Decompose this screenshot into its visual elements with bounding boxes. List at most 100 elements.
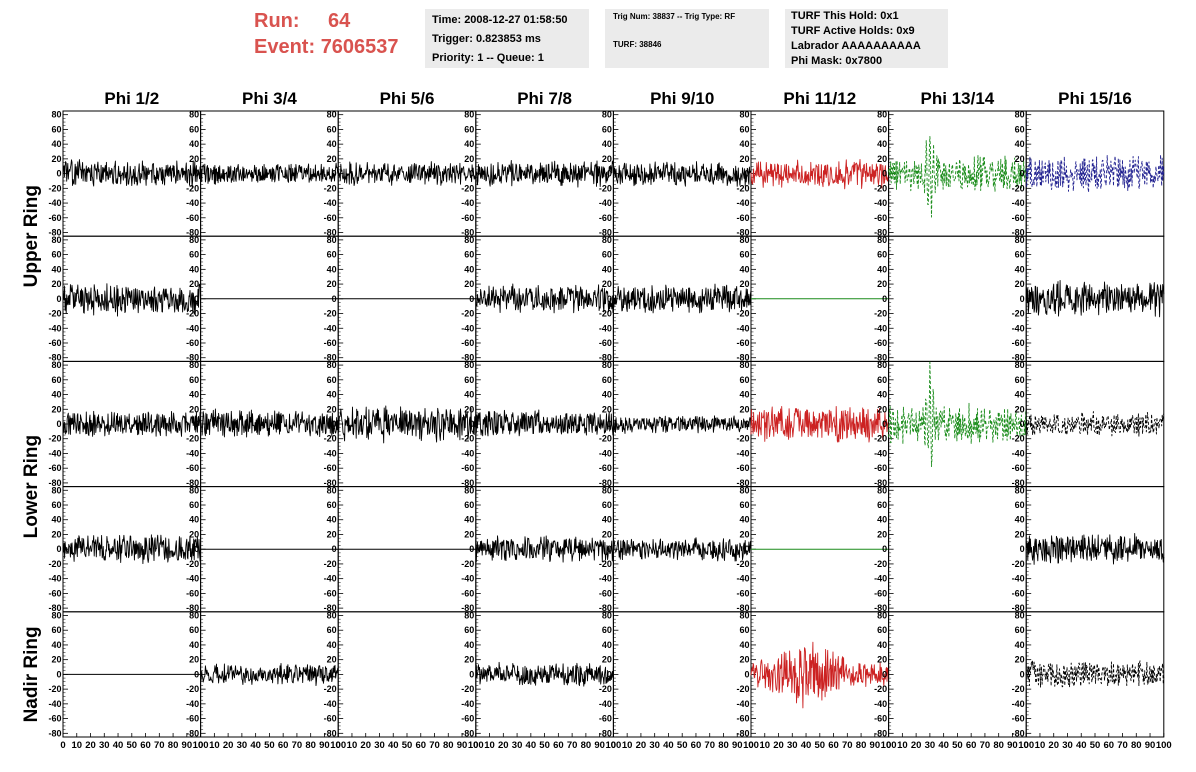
y-tick-label: -60 — [1012, 714, 1025, 724]
y-tick-label: -60 — [599, 338, 612, 348]
x-tick-label: 40 — [526, 740, 537, 751]
y-tick-label: 80 — [327, 610, 337, 620]
y-tick-label: 0 — [469, 419, 474, 429]
y-tick-label: -80 — [324, 353, 337, 363]
y-tick-label: 40 — [189, 515, 199, 525]
y-tick-label: 80 — [739, 235, 749, 245]
y-tick-label: 0 — [1020, 544, 1025, 554]
waveform-trace — [62, 410, 202, 437]
y-tick-label: 20 — [327, 529, 337, 539]
x-tick-label: 100 — [1018, 740, 1034, 751]
y-tick-label: 80 — [1015, 110, 1025, 120]
y-tick-label: -60 — [736, 213, 749, 223]
y-tick-label: -20 — [1012, 559, 1025, 569]
y-tick-label: -20 — [1012, 309, 1025, 319]
y-tick-label: 80 — [877, 235, 887, 245]
waveform-trace — [612, 161, 752, 187]
x-tick-label: 20 — [636, 740, 647, 751]
y-tick-label: -60 — [599, 213, 612, 223]
run-label: Run: — [254, 10, 300, 32]
y-tick-label: -20 — [186, 684, 199, 694]
y-tick-label: -40 — [324, 448, 337, 458]
y-tick-label: 60 — [602, 500, 612, 510]
y-tick-label: -40 — [736, 198, 749, 208]
x-tick-label: 0 — [198, 740, 203, 751]
x-tick-label: 80 — [168, 740, 179, 751]
y-tick-label: 0 — [332, 169, 337, 179]
y-tick-label: -60 — [599, 463, 612, 473]
y-tick-label: 80 — [602, 610, 612, 620]
y-tick-label: 0 — [744, 669, 749, 679]
y-tick-label: 0 — [194, 169, 199, 179]
y-tick-label: 20 — [189, 529, 199, 539]
y-tick-label: 20 — [464, 154, 474, 164]
y-tick-label: 20 — [51, 655, 61, 665]
y-tick-label: -60 — [599, 588, 612, 598]
x-tick-label: 90 — [1007, 740, 1018, 751]
y-tick-label: 80 — [602, 110, 612, 120]
y-tick-label: 80 — [602, 360, 612, 370]
y-tick-label: 40 — [51, 390, 61, 400]
y-tick-label: 0 — [194, 544, 199, 554]
y-tick-label: 60 — [877, 625, 887, 635]
y-tick-label: -40 — [599, 699, 612, 709]
y-tick-label: -80 — [736, 228, 749, 238]
y-tick-label: 0 — [882, 669, 887, 679]
y-tick-label: 80 — [739, 485, 749, 495]
y-tick-label: 40 — [602, 640, 612, 650]
y-tick-label: -20 — [874, 684, 887, 694]
y-tick-label: -40 — [461, 699, 474, 709]
y-tick-label: 0 — [744, 294, 749, 304]
y-tick-label: -80 — [186, 728, 199, 738]
y-tick-label: -60 — [1012, 338, 1025, 348]
y-tick-label: -40 — [48, 574, 61, 584]
trigger-info-box: Trig Num: 38837 -- Trig Type: RF TURF: 3… — [605, 9, 769, 68]
y-tick-label: 80 — [877, 360, 887, 370]
y-tick-label: 40 — [189, 139, 199, 149]
y-tick-label: 20 — [1015, 529, 1025, 539]
y-tick-label: -40 — [599, 448, 612, 458]
y-tick-label: 80 — [602, 485, 612, 495]
y-tick-label: -40 — [736, 699, 749, 709]
y-tick-label: -80 — [1012, 353, 1025, 363]
y-tick-label: -20 — [461, 559, 474, 569]
y-tick-label: 20 — [739, 529, 749, 539]
y-tick-label: 0 — [744, 169, 749, 179]
y-tick-label: -20 — [186, 434, 199, 444]
y-tick-label: 40 — [51, 264, 61, 274]
y-tick-label: 60 — [1015, 500, 1025, 510]
y-tick-label: 60 — [602, 250, 612, 260]
x-tick-label: 60 — [140, 740, 151, 751]
x-tick-label: 40 — [1076, 740, 1087, 751]
y-tick-label: 80 — [51, 110, 61, 120]
y-tick-label: -80 — [48, 728, 61, 738]
x-tick-label: 80 — [305, 740, 316, 751]
y-tick-label: 80 — [51, 360, 61, 370]
y-tick-label: 20 — [602, 404, 612, 414]
column-header: Phi 3/4 — [242, 89, 297, 108]
y-tick-label: -40 — [186, 198, 199, 208]
waveform-trace — [888, 136, 1027, 218]
x-tick-label: 50 — [402, 740, 413, 751]
waveform-trace — [200, 408, 339, 438]
x-tick-label: 70 — [154, 740, 165, 751]
y-tick-label: 20 — [877, 154, 887, 164]
y-tick-label: -60 — [1012, 588, 1025, 598]
y-tick-label: 80 — [1015, 360, 1025, 370]
x-tick-label: 0 — [473, 740, 478, 751]
y-tick-label: -40 — [736, 574, 749, 584]
y-tick-label: 40 — [739, 264, 749, 274]
x-tick-label: 80 — [1131, 740, 1142, 751]
x-tick-label: 0 — [748, 740, 753, 751]
y-tick-label: -20 — [599, 309, 612, 319]
y-tick-label: 0 — [469, 544, 474, 554]
y-tick-label: -60 — [599, 714, 612, 724]
y-tick-label: 20 — [327, 154, 337, 164]
run-info: Run: 64 Event: 7606537 — [254, 8, 399, 60]
y-tick-label: 40 — [51, 515, 61, 525]
y-tick-label: 60 — [1015, 375, 1025, 385]
y-tick-label: -60 — [736, 338, 749, 348]
y-tick-label: 40 — [464, 264, 474, 274]
y-tick-label: 80 — [464, 360, 474, 370]
y-tick-label: 40 — [877, 640, 887, 650]
